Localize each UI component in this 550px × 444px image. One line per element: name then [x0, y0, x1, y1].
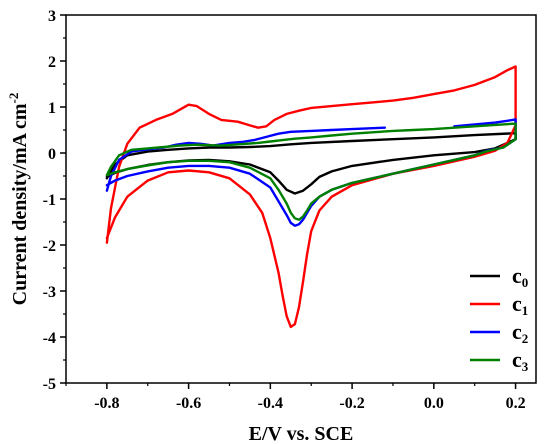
series-layer — [105, 65, 517, 329]
y-tick-label: 2 — [48, 54, 56, 71]
y-tick-label: 3 — [48, 8, 56, 25]
tick-layer — [60, 14, 517, 389]
y-axis-title-superscript: -2 — [6, 93, 21, 104]
y-tick-label: -4 — [43, 330, 56, 347]
y-tick-label: 1 — [48, 100, 56, 117]
y-tick-label: -1 — [43, 192, 56, 209]
x-tick-label: 0.2 — [506, 395, 526, 412]
series-line-c1 — [105, 65, 517, 329]
label-layer: -0.8 -0.6 -0.4 -0.2 0.0 0.2 -5 -4 -3 -2 -1 0 1 2 3 — [43, 8, 526, 412]
x-tick-label: -0.8 — [94, 395, 119, 412]
legend-label-c2: c2 — [512, 319, 528, 346]
x-tick-label: -0.4 — [258, 395, 283, 412]
series-line-c3 — [105, 122, 517, 221]
y-tick-label: -3 — [43, 284, 56, 301]
y-tick-label: -2 — [43, 238, 56, 255]
x-tick-label: -0.2 — [339, 395, 364, 412]
x-tick-label: 0.0 — [424, 395, 444, 412]
legend-label-c3: c3 — [512, 347, 529, 374]
legend-label-c1: c1 — [512, 291, 528, 318]
y-axis-title-text: Current density/mA cm — [9, 103, 31, 305]
y-axis-title: Current density/mA cm-2 — [6, 93, 31, 306]
x-axis-title: E/V vs. SCE — [249, 423, 354, 444]
y-tick-label: -5 — [43, 376, 56, 393]
series-line-c2 — [105, 126, 386, 192]
y-tick-label: 0 — [48, 146, 56, 163]
plot-frame — [65, 14, 537, 384]
x-tick-label: -0.6 — [176, 395, 201, 412]
legend-label-c0: c0 — [512, 263, 528, 290]
